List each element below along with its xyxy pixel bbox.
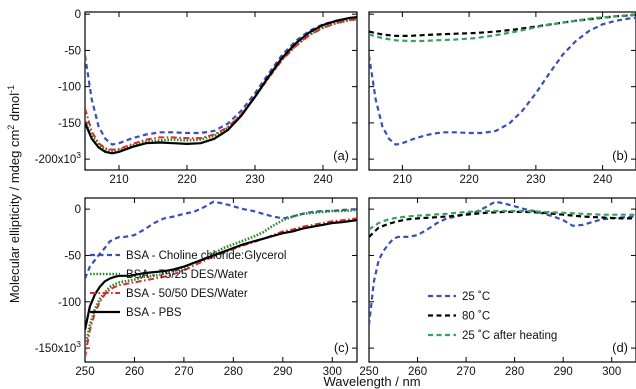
x-tick-label: 270 [174,366,193,378]
x-tick-label: 300 [602,366,621,378]
y-tick-label-text: -100 [58,297,81,309]
panel-d: 250 260 270 280 290 300 (d) 25 ˚C 80 ˚C 25 ˚C aft… [359,197,636,378]
y-axis-title-sup2: -1 [6,85,16,93]
x-tick-label: 270 [456,366,475,378]
series-line-red-dashdot [85,217,357,358]
y-tick-label-sup: 3 [76,339,81,349]
legend: 25 ˚C 80 ˚C 25 ˚C after heating [428,291,557,342]
y-tick-label-text: 0 [75,9,81,21]
legend-label: BSA - 75/25 DES/Water [126,269,248,281]
x-tick-label: 210 [393,174,412,186]
x-tick-label: 230 [245,174,264,186]
x-tick-label: 280 [224,366,243,378]
panel-c: 250 260 270 280 290 300 0 -50 -100 -150x103 (c) BSA… [35,197,358,378]
x-tick-label: 250 [359,366,378,378]
x-tick-label: 240 [313,174,332,186]
x-axis-title: Wavelength / nm [323,374,420,389]
x-tick-label: 300 [323,366,342,378]
legend-label: BSA - PBS [126,307,182,319]
y-tick-label: 0 [75,9,81,21]
series-line-black-solid [85,16,357,155]
y-tick-label: -150x103 [35,339,82,355]
x-tick-label: 220 [177,174,196,186]
x-tick-label: 250 [75,366,94,378]
y-tick-label: 0 [75,204,81,216]
series-line-green-dashed [369,13,636,43]
series-line-black-solid [85,219,357,330]
x-tick-label: 290 [554,366,573,378]
legend-label: 25 ˚C after heating [462,330,557,342]
y-tick-label-text: -150 [58,118,81,130]
y-tick-label-text: -150x10 [35,343,77,355]
y-tick-label-text: -50 [64,45,81,57]
series-line-green-dashed [369,209,636,231]
plot-frame [368,197,636,363]
panel-label: (b) [612,148,628,163]
panel-a: 210 220 230 240 0 -50 -100 -150 -200x103 (a) [35,9,358,186]
y-tick-label: -100 [58,82,81,94]
y-axis-title: Molecular ellipticity / mdeg cm2 dmol-1 [6,85,22,303]
y-axis-title-main: Molecular ellipticity / mdeg cm [7,130,22,303]
y-tick-label: -200x103 [35,150,82,166]
x-tick-label: 210 [109,174,128,186]
y-axis-title-sup1: 2 [6,125,16,130]
panel-label: (a) [333,148,349,163]
y-tick-label-text: -50 [64,250,81,262]
x-tick-label: 260 [125,366,144,378]
series-line-blue-dashed [369,16,636,146]
plot-frame [84,197,358,363]
x-tick-label: 220 [460,174,479,186]
series-line-blue-dashed [85,200,357,280]
y-tick-label-text: 0 [75,204,81,216]
series-line-black-dashed [369,210,636,238]
y-tick-label: -50 [64,250,81,262]
legend: BSA - Choline chloride:Glycerol BSA - 75/… [90,250,286,319]
y-tick-label-sup: 3 [76,150,81,160]
legend-label: 25 ˚C [462,291,490,303]
legend-label: BSA - Choline chloride:Glycerol [126,250,286,262]
panel-label: (c) [334,340,349,355]
series-line-red-dashdot [85,18,357,151]
series-line-blue-dashed [369,200,636,326]
plot-frame [368,11,636,171]
series-line-blue-dashed [85,16,357,146]
y-tick-label-text: -100 [58,82,81,94]
x-tick-label: 230 [526,174,545,186]
plot-frame [84,11,358,171]
panel-label: (d) [612,340,628,355]
y-tick-label-text: -200x10 [35,154,77,166]
y-tick-label: -100 [58,297,81,309]
x-tick-label: 240 [593,174,612,186]
legend-label: 80 ˚C [462,311,490,323]
x-tick-label: 260 [408,366,427,378]
x-tick-label: 280 [505,366,524,378]
y-tick-label: -150 [58,118,81,130]
y-axis-title-mid: dmol [7,93,22,125]
y-tick-label: -50 [64,45,81,57]
legend-label: BSA - 50/50 DES/Water [126,288,248,300]
x-tick-label: 290 [273,366,292,378]
series-line-black-dashed [369,13,636,38]
panel-b: 210 220 230 240(b) [368,11,636,186]
